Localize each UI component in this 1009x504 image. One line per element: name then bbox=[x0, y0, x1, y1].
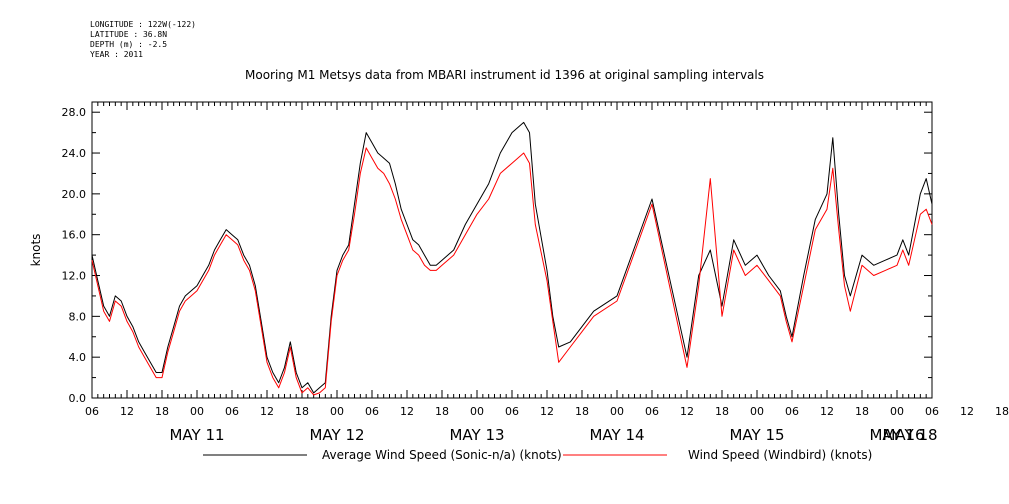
x-day-label: MAY 14 bbox=[589, 426, 644, 444]
x-tick-label: 00 bbox=[610, 405, 624, 418]
x-tick-label: 18 bbox=[435, 405, 449, 418]
x-day-label: MAY 13 bbox=[449, 426, 504, 444]
x-tick-label: 00 bbox=[750, 405, 764, 418]
x-tick-label: 12 bbox=[820, 405, 834, 418]
chart-title: Mooring M1 Metsys data from MBARI instru… bbox=[245, 68, 764, 82]
x-tick-label: 18 bbox=[995, 405, 1009, 418]
x-tick-label: 06 bbox=[365, 405, 379, 418]
x-tick-label: 12 bbox=[680, 405, 694, 418]
x-tick-label: 18 bbox=[295, 405, 309, 418]
x-tick-label: 06 bbox=[225, 405, 239, 418]
year-text: YEAR : 2011 bbox=[90, 50, 143, 59]
x-tick-label: 12 bbox=[260, 405, 274, 418]
x-tick-label: 06 bbox=[505, 405, 519, 418]
x-tick-label: 00 bbox=[330, 405, 344, 418]
y-tick-label: 28.0 bbox=[62, 106, 87, 119]
x-tick-label: 06 bbox=[925, 405, 939, 418]
x-tick-label: 12 bbox=[120, 405, 134, 418]
x-tick-label: 12 bbox=[400, 405, 414, 418]
x-tick-label: 00 bbox=[890, 405, 904, 418]
y-tick-label: 12.0 bbox=[62, 270, 87, 283]
y-tick-label: 16.0 bbox=[62, 229, 87, 242]
x-tick-label: 00 bbox=[190, 405, 204, 418]
legend-label-sonic: Average Wind Speed (Sonic-n/a) (knots) bbox=[322, 448, 562, 462]
x-tick-label: 18 bbox=[155, 405, 169, 418]
x-tick-label: 18 bbox=[575, 405, 589, 418]
series-line-windbird bbox=[91, 147, 933, 396]
x-day-label: MAY 11 bbox=[169, 426, 224, 444]
x-tick-label: 18 bbox=[855, 405, 869, 418]
x-tick-label: 06 bbox=[85, 405, 99, 418]
x-tick-label: 18 bbox=[715, 405, 729, 418]
latitude-text: LATITUDE : 36.8N bbox=[90, 30, 168, 39]
y-tick-label: 0.0 bbox=[69, 392, 87, 405]
x-day-label: MAY 18 bbox=[882, 426, 937, 444]
longitude-text: LONGITUDE : 122W(-122) bbox=[90, 20, 196, 29]
depth-text: DEPTH (m) : -2.5 bbox=[90, 40, 168, 49]
x-tick-label: 12 bbox=[960, 405, 974, 418]
x-tick-label: 06 bbox=[645, 405, 659, 418]
series-line-sonic bbox=[91, 121, 933, 394]
y-tick-label: 8.0 bbox=[69, 310, 87, 323]
x-day-label: MAY 16 bbox=[869, 426, 924, 444]
x-tick-label: 00 bbox=[470, 405, 484, 418]
plot-frame bbox=[91, 101, 933, 399]
y-tick-label: 24.0 bbox=[62, 147, 87, 160]
x-tick-label: 06 bbox=[785, 405, 799, 418]
x-day-label: MAY 12 bbox=[309, 426, 364, 444]
y-tick-label: 4.0 bbox=[69, 351, 87, 364]
legend-label-windbird: Wind Speed (Windbird) (knots) bbox=[688, 448, 872, 462]
metadata-block: LONGITUDE : 122W(-122) LATITUDE : 36.8N … bbox=[90, 20, 196, 60]
y-tick-label: 20.0 bbox=[62, 188, 87, 201]
y-axis-label: knots bbox=[29, 234, 43, 267]
x-day-label: MAY 15 bbox=[729, 426, 784, 444]
x-tick-label: 12 bbox=[540, 405, 554, 418]
